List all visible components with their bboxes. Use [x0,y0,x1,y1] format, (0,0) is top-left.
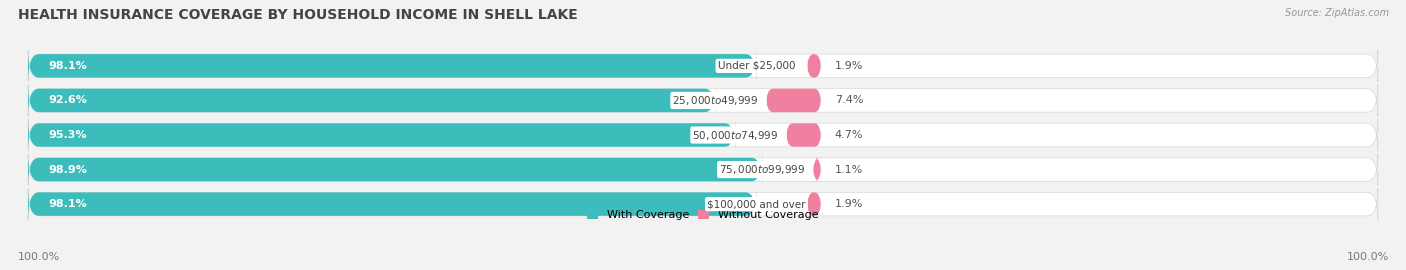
Text: HEALTH INSURANCE COVERAGE BY HOUSEHOLD INCOME IN SHELL LAKE: HEALTH INSURANCE COVERAGE BY HOUSEHOLD I… [18,8,578,22]
Text: $100,000 and over: $100,000 and over [707,199,806,209]
Text: 100.0%: 100.0% [18,252,60,262]
FancyBboxPatch shape [786,123,821,147]
Text: 7.4%: 7.4% [835,95,863,106]
Text: 98.1%: 98.1% [48,199,87,209]
FancyBboxPatch shape [28,154,762,185]
Text: 4.7%: 4.7% [835,130,863,140]
FancyBboxPatch shape [28,119,1378,151]
Text: Source: ZipAtlas.com: Source: ZipAtlas.com [1285,8,1389,18]
FancyBboxPatch shape [28,119,735,151]
FancyBboxPatch shape [813,158,821,181]
FancyBboxPatch shape [28,50,756,82]
Text: $25,000 to $49,999: $25,000 to $49,999 [672,94,759,107]
Text: 1.1%: 1.1% [835,164,863,175]
Text: 92.6%: 92.6% [48,95,87,106]
FancyBboxPatch shape [28,85,1378,116]
Text: $75,000 to $99,999: $75,000 to $99,999 [718,163,806,176]
Text: 100.0%: 100.0% [1347,252,1389,262]
FancyBboxPatch shape [28,188,756,220]
Legend: With Coverage, Without Coverage: With Coverage, Without Coverage [582,205,824,224]
FancyBboxPatch shape [766,89,821,112]
FancyBboxPatch shape [807,54,821,78]
FancyBboxPatch shape [28,50,1378,82]
FancyBboxPatch shape [807,192,821,216]
Text: 95.3%: 95.3% [48,130,87,140]
FancyBboxPatch shape [28,154,1378,185]
Text: 1.9%: 1.9% [835,199,863,209]
Text: 98.1%: 98.1% [48,61,87,71]
Text: 1.9%: 1.9% [835,61,863,71]
Text: 98.9%: 98.9% [48,164,87,175]
Text: $50,000 to $74,999: $50,000 to $74,999 [692,129,779,141]
FancyBboxPatch shape [28,188,1378,220]
FancyBboxPatch shape [28,85,716,116]
Text: Under $25,000: Under $25,000 [717,61,796,71]
